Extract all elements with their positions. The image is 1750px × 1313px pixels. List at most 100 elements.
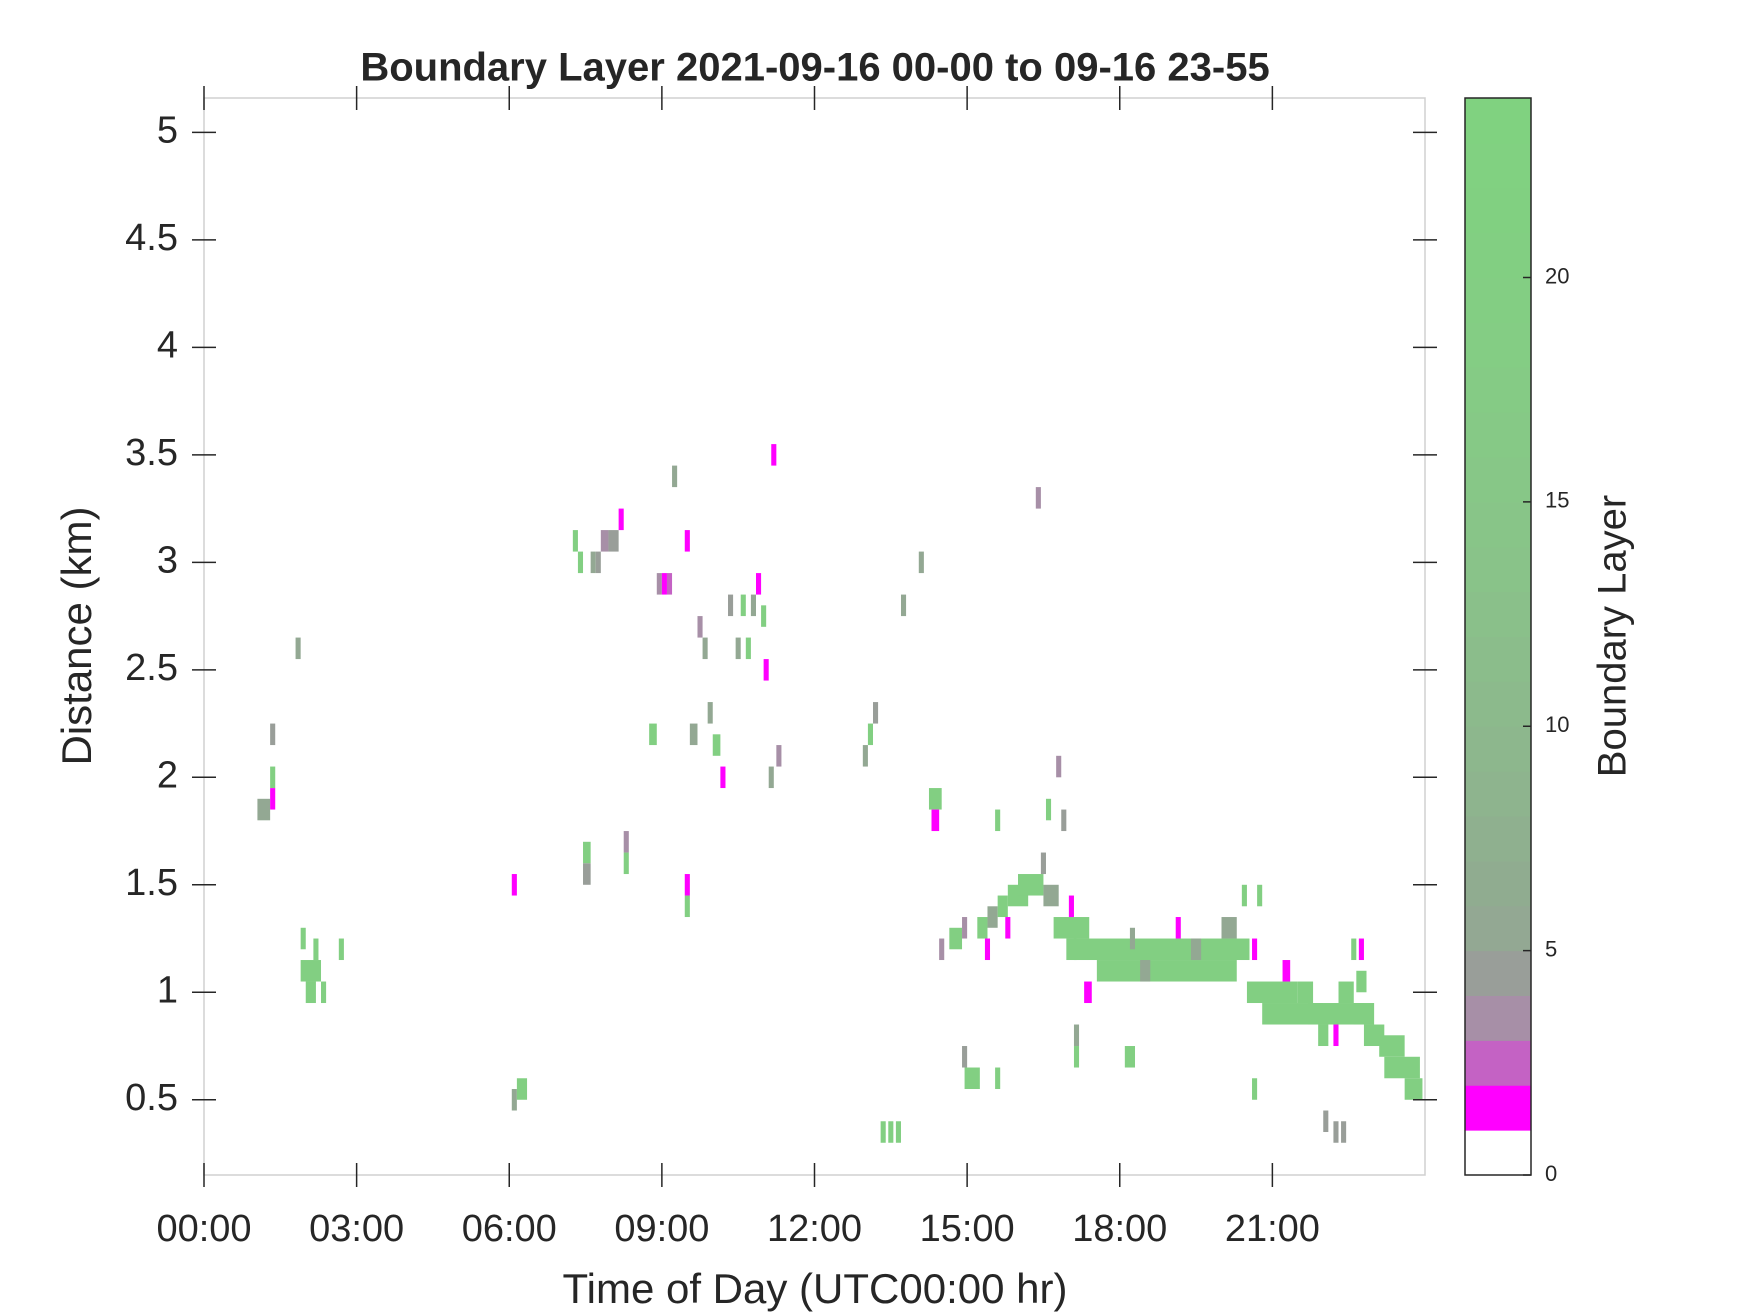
colorbar-tick-label: 20 <box>1545 263 1569 288</box>
heatmap-cell <box>1363 1024 1385 1047</box>
heatmap-cell <box>873 702 879 724</box>
heatmap-cell <box>862 745 868 767</box>
colorbar-band <box>1465 771 1531 817</box>
colorbar-band <box>1465 1085 1531 1131</box>
heatmap-cell <box>1061 809 1067 832</box>
heatmap-cell <box>313 938 319 961</box>
heatmap-cell <box>1353 1003 1375 1025</box>
heatmap-cell <box>867 723 874 746</box>
heatmap-cell <box>1073 1024 1080 1047</box>
heatmap-cell <box>1066 938 1077 961</box>
y-tick-label: 1.5 <box>125 862 178 904</box>
heatmap-cell <box>1246 981 1298 1004</box>
heatmap-cell <box>1297 981 1314 1004</box>
heatmap-cell <box>1318 1024 1329 1047</box>
heatmap-cell <box>1190 938 1202 961</box>
heatmap-cell <box>1043 884 1059 907</box>
y-tick-label: 2.5 <box>125 647 178 689</box>
heatmap-cell <box>270 723 276 746</box>
heatmap-cell <box>672 465 678 488</box>
heatmap-cell <box>270 766 276 789</box>
heatmap-cell <box>600 530 609 552</box>
heatmap-cell <box>1241 884 1247 907</box>
colorbar-band <box>1465 681 1531 727</box>
colorbar-band <box>1465 277 1531 323</box>
heatmap-cell <box>1005 917 1011 939</box>
colorbar-band <box>1465 816 1531 862</box>
heatmap-cell <box>1358 938 1364 961</box>
heatmap-cell <box>689 723 698 746</box>
heatmap-cell <box>931 809 940 832</box>
heatmap-cell <box>949 927 963 950</box>
heatmap-cell <box>964 1067 980 1090</box>
x-axis-label: Time of Day (UTC00:00 hr) <box>563 1265 1068 1312</box>
heatmap-cell <box>728 594 734 617</box>
heatmap-cell <box>720 766 726 789</box>
heatmap-cell <box>995 809 1001 832</box>
heatmap-cell <box>270 788 276 810</box>
heatmap-cell <box>305 981 316 1004</box>
x-tick-label: 06:00 <box>462 1208 557 1250</box>
heatmap-cell <box>590 551 596 574</box>
heatmap-cell <box>577 551 584 574</box>
heatmap-cell <box>1175 917 1181 939</box>
heatmap-cell <box>740 594 746 617</box>
y-tick-label: 3 <box>157 539 178 581</box>
colorbar-band <box>1465 501 1531 548</box>
heatmap-cell <box>1356 970 1367 993</box>
heatmap-cell <box>608 530 619 552</box>
x-tick-label: 00:00 <box>156 1208 251 1250</box>
heatmap-cell <box>595 551 601 574</box>
heatmap-cell <box>300 960 322 982</box>
colorbar-label: Boundary Layer <box>1591 495 1635 777</box>
heatmap-cell <box>684 895 690 918</box>
heatmap-cell <box>1084 981 1092 1004</box>
heatmap-cell <box>618 508 624 531</box>
heatmap-cell <box>623 831 629 853</box>
heatmap-cell <box>338 938 344 961</box>
heatmap-cell <box>997 895 1008 918</box>
heatmap-cell <box>1341 1121 1347 1143</box>
heatmap-cell <box>583 841 591 864</box>
heatmap-cell <box>995 1067 1001 1090</box>
heatmap-cell <box>1323 1110 1329 1133</box>
y-tick-label: 1 <box>157 969 178 1011</box>
heatmap-cell <box>661 573 667 595</box>
colorbar-band <box>1465 412 1531 458</box>
heatmap-cell <box>755 573 762 595</box>
heatmap-cell <box>1333 1024 1339 1047</box>
heatmap-cell <box>1384 1056 1420 1079</box>
heatmap-cell <box>1351 938 1357 961</box>
heatmap-cell <box>750 594 756 617</box>
heatmap-cell <box>1056 755 1062 778</box>
heatmap-cell <box>516 1078 528 1100</box>
heatmap-cell <box>939 938 945 961</box>
heatmap-cell <box>895 1121 901 1143</box>
heatmap-cell <box>300 927 306 950</box>
heatmap-cell <box>977 917 988 939</box>
heatmap-cell <box>928 788 942 810</box>
heatmap-cell <box>771 444 777 466</box>
y-tick-label: 3.5 <box>125 432 178 474</box>
heatmap-cell <box>257 798 271 821</box>
heatmap-cell <box>1045 798 1052 821</box>
colorbar-tick-label: 10 <box>1545 712 1569 737</box>
y-tick-label: 4 <box>157 324 178 366</box>
heatmap-cell <box>900 594 907 617</box>
colorbar-band <box>1465 860 1531 907</box>
heatmap-cell <box>1068 895 1074 918</box>
colorbar-band <box>1465 905 1531 952</box>
heatmap-cell <box>666 573 673 595</box>
heatmap-cell <box>962 1046 968 1068</box>
heatmap-cell <box>888 1121 894 1143</box>
heatmap-cell <box>1040 852 1046 875</box>
heatmap-cell <box>656 573 662 595</box>
y-tick-label: 0.5 <box>125 1077 178 1119</box>
heatmap-cell <box>763 659 769 681</box>
heatmap-cell <box>1307 1003 1364 1025</box>
heatmap-cell <box>321 981 327 1004</box>
chart-title: Boundary Layer 2021-09-16 00-00 to 09-16… <box>360 46 1269 90</box>
colorbar-band <box>1465 187 1531 234</box>
heatmap-cell <box>1221 917 1237 939</box>
